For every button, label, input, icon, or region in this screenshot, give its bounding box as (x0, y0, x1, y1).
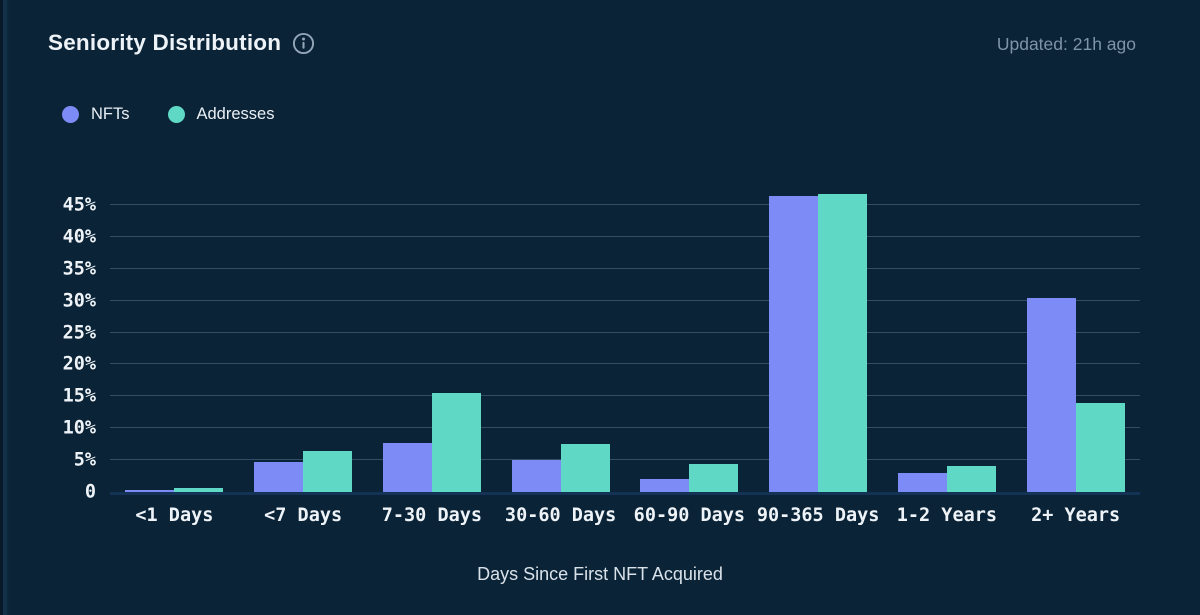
legend-dot-icon (62, 106, 79, 123)
bar-nfts-30-60-days[interactable] (511, 460, 561, 492)
x-axis-label: 60-90 Days (633, 505, 746, 526)
bar-addresses--1-days[interactable] (174, 488, 224, 492)
bar-addresses-60-90-days[interactable] (689, 463, 739, 492)
y-tick-label: 20% (62, 353, 96, 375)
gridline (110, 363, 1140, 365)
gridline (110, 395, 1140, 397)
x-axis-label: 1-2 Years (896, 505, 997, 526)
bar-addresses-1-2-years[interactable] (946, 465, 996, 492)
y-tick-label: 5% (73, 449, 96, 471)
y-tick-label: 25% (62, 322, 96, 344)
legend-label: Addresses (196, 105, 275, 123)
gridline (110, 204, 1140, 205)
x-axis-label: 7-30 Days (381, 505, 482, 526)
y-tick-label: 10% (62, 417, 96, 439)
bars-layer: <1 Days <7 Days 7-30 Days 30-60 Days 60-90 D… (110, 190, 1140, 526)
bar-group: 90-365 Days (754, 190, 883, 526)
x-axis-title: Days Since First NFT Acquired (477, 564, 723, 584)
legend-dot-icon (167, 106, 185, 123)
bar-nfts-1-2-years[interactable] (897, 472, 947, 492)
bar-group: 2+ Years (1011, 190, 1140, 526)
bar-addresses--7-days[interactable] (303, 450, 353, 492)
bar-nfts-7-30-days[interactable] (382, 442, 432, 492)
bar-nfts--7-days[interactable] (254, 462, 304, 492)
bar-nfts-60-90-days[interactable] (640, 479, 690, 492)
info-circle-icon[interactable] (292, 32, 315, 55)
x-axis-label: <1 Days (135, 505, 214, 526)
gridline (110, 299, 1140, 301)
y-tick-label: 35% (62, 258, 96, 280)
plot-area: 0 5% 10% 15% 20% 25% 30% 35% 40% 45% <1 Days <7 Da… (63, 190, 1140, 526)
bar-addresses-90-365-days[interactable] (818, 194, 868, 492)
chart-legend: NFTs Addresses (62, 105, 274, 124)
bar-group: <1 Days (110, 190, 239, 526)
bar-group: 60-90 Days (625, 190, 754, 526)
bar-group: 7-30 Days (368, 190, 497, 526)
bar-nfts--1-days[interactable] (125, 490, 175, 492)
y-tick-label: 30% (62, 290, 96, 312)
x-axis-label: 2+ Years (1031, 505, 1121, 526)
gridline (110, 459, 1140, 461)
bar-addresses-2+-years[interactable] (1075, 402, 1125, 492)
bar-addresses-30-60-days[interactable] (560, 443, 610, 492)
legend-item-addresses[interactable]: Addresses (167, 105, 275, 124)
updated-timestamp: Updated: 21h ago (996, 34, 1136, 54)
gridline (110, 427, 1140, 429)
y-tick-label: 45% (62, 194, 96, 216)
y-tick-label: 0 (84, 481, 96, 503)
bar-group: 30-60 Days (496, 190, 625, 526)
x-axis-label: <7 Days (264, 505, 343, 526)
bar-addresses-7-30-days[interactable] (431, 393, 481, 492)
x-axis-label: 90-365 Days (756, 505, 880, 526)
gridline (110, 331, 1140, 333)
y-tick-label: 15% (62, 385, 96, 407)
bar-group: 1-2 Years (883, 190, 1012, 526)
legend-item-nfts[interactable]: NFTs (62, 105, 130, 124)
gridline (110, 267, 1140, 269)
bar-group: <7 Days (239, 190, 368, 526)
y-tick-label: 40% (62, 226, 96, 248)
gridlines-layer: 0 5% 10% 15% 20% 25% 30% 35% 40% 45% (63, 190, 1140, 503)
x-axis-label: 30-60 Days (504, 505, 617, 526)
gridline (110, 235, 1140, 237)
bar-nfts-90-365-days[interactable] (769, 196, 819, 492)
page-title: Seniority Distribution (48, 30, 282, 55)
card-header: Seniority Distribution (48, 30, 315, 56)
bar-nfts-2+-years[interactable] (1026, 298, 1076, 492)
legend-label: NFTs (91, 105, 130, 123)
